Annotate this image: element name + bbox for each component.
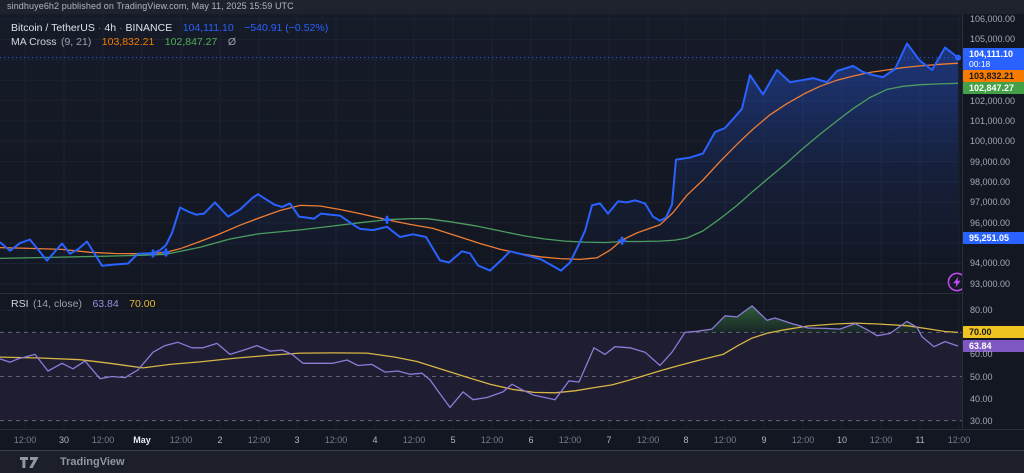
rsi-ma-value: 70.00 xyxy=(129,298,156,310)
price-axis-label: 93,000.00 xyxy=(970,279,1011,289)
time-axis-label: 12:00 xyxy=(169,435,193,445)
secondary-price-badge: 95,251.05 xyxy=(963,232,1024,244)
ma-cross-marker[interactable] xyxy=(149,249,157,258)
tradingview-logo[interactable] xyxy=(19,455,47,470)
time-axis-label: 12:00 xyxy=(791,435,815,445)
time-axis-label: 8 xyxy=(683,435,689,445)
time-axis-label: 12:00 xyxy=(558,435,582,445)
price-axis-label: 98,000.00 xyxy=(970,177,1011,187)
chart-plot-area[interactable]: Bitcoin / TetherUS · 4h · BINANCE 104,111.10… xyxy=(0,14,967,429)
interval-label[interactable]: 4h xyxy=(104,22,117,34)
time-axis-label: 5 xyxy=(450,435,456,445)
rsi-axis-label: 30.00 xyxy=(970,416,993,426)
attribution-bar: sindhuye6h2 published on TradingView.com… xyxy=(0,0,1024,15)
time-axis[interactable]: 12:00 30 12:00 May 12:00 2 12:00 3 12:00 4 12:00 5 1… xyxy=(0,429,1024,451)
footer-bar: TradingView xyxy=(0,450,1024,473)
indicator-params: (9, 21) xyxy=(60,36,92,48)
ma-fast-line[interactable] xyxy=(0,62,959,261)
price-axis-label: 106,000.00 xyxy=(970,14,1016,24)
time-axis-label: 6 xyxy=(528,435,534,445)
indicator-name[interactable]: MA Cross xyxy=(11,36,57,48)
tradingview-logo-mark xyxy=(20,457,39,468)
time-axis-label: 30 xyxy=(58,435,70,445)
ma-slow-badge: 102,847.27 xyxy=(963,82,1024,94)
ma-cross-marker[interactable] xyxy=(618,236,626,245)
pane-divider[interactable] xyxy=(0,293,962,294)
time-axis-label: 4 xyxy=(372,435,378,445)
price-pane-canvas[interactable] xyxy=(0,14,962,293)
legend-separator: · xyxy=(119,22,123,34)
time-axis-label: 12:00 xyxy=(247,435,271,445)
bar-countdown: 00:18 xyxy=(969,59,991,69)
ma-cross-marker[interactable] xyxy=(383,215,391,224)
time-axis-label: 2 xyxy=(217,435,223,445)
last-price-badge-value: 104,111.10 xyxy=(969,49,1014,59)
price-axis[interactable]: 104,111.10 00:18 103,832.21 102,847.27 9… xyxy=(962,14,1024,429)
time-axis-label: 9 xyxy=(761,435,767,445)
last-price-value: 104,111.10 xyxy=(182,22,234,34)
time-axis-label: 10 xyxy=(836,435,848,445)
time-axis-label: 3 xyxy=(294,435,300,445)
time-axis-label: 12:00 xyxy=(480,435,504,445)
tradingview-wordmark[interactable]: TradingView xyxy=(60,456,125,468)
time-axis-label: 11 xyxy=(915,435,925,445)
symbol-legend-row[interactable]: Bitcoin / TetherUS · 4h · BINANCE 104,111.10… xyxy=(11,20,328,34)
time-axis-label: 12:00 xyxy=(713,435,737,445)
ma-slow-value: 102,847.27 xyxy=(164,36,218,48)
legend-separator: · xyxy=(97,22,102,34)
time-axis-label: 12:00 xyxy=(869,435,893,445)
price-axis-label: 105,000.00 xyxy=(970,34,1016,44)
rsi-value-badge: 63.84 xyxy=(963,340,1024,352)
rsi-ma-badge: 70.00 xyxy=(963,326,1024,338)
ma-slow-line[interactable] xyxy=(0,82,959,260)
main-legend: Bitcoin / TetherUS · 4h · BINANCE 104,111.10… xyxy=(11,20,328,48)
time-axis-label: 12:00 xyxy=(947,435,971,445)
time-axis-label: 12:00 xyxy=(91,435,115,445)
rsi-axis-label: 40.00 xyxy=(970,394,993,404)
time-axis-label: 12:00 xyxy=(402,435,426,445)
time-axis-label: 12:00 xyxy=(324,435,348,445)
time-axis-label: 12:00 xyxy=(636,435,660,445)
price-axis-label: 100,000.00 xyxy=(970,136,1016,146)
rsi-pane-canvas[interactable] xyxy=(0,294,962,429)
indicator-status-icon[interactable]: Ø xyxy=(227,36,236,48)
last-price-dot xyxy=(955,54,961,61)
time-axis-label: 12:00 xyxy=(13,435,37,445)
rsi-axis-label: 60.00 xyxy=(970,349,993,359)
rsi-value: 63.84 xyxy=(92,298,119,310)
time-axis-label: May xyxy=(133,435,151,445)
rsi-legend[interactable]: RSI (14, close) 63.84 70.00 xyxy=(11,296,155,311)
rsi-name[interactable]: RSI xyxy=(11,298,29,310)
ma-cross-legend-row[interactable]: MA Cross (9, 21) 103,832.21 102,847.27 Ø xyxy=(11,34,328,48)
rsi-params: (14, close) xyxy=(32,298,82,310)
price-line[interactable] xyxy=(0,42,959,272)
rsi-axis-label: 80.00 xyxy=(970,305,993,315)
ma-fast-value: 103,832.21 xyxy=(101,36,155,48)
price-axis-label: 94,000.00 xyxy=(970,258,1011,268)
price-axis-label: 99,000.00 xyxy=(970,157,1011,167)
rsi-ma-line[interactable] xyxy=(0,322,959,394)
price-axis-label: 97,000.00 xyxy=(970,197,1011,207)
price-axis-label: 96,000.00 xyxy=(970,218,1011,228)
ma-fast-badge: 103,832.21 xyxy=(963,70,1024,82)
rsi-line[interactable] xyxy=(0,305,959,409)
time-axis-label: 7 xyxy=(606,435,612,445)
price-area-fill xyxy=(0,43,958,293)
last-price-badge: 104,111.10 00:18 xyxy=(963,48,1024,70)
ma-cross-marker[interactable] xyxy=(162,248,170,257)
symbol-title[interactable]: Bitcoin / TetherUS xyxy=(11,22,95,34)
price-change-value: −540.91 (−0.52%) xyxy=(244,22,329,34)
price-axis-label: 102,000.00 xyxy=(970,96,1016,106)
exchange-label: BINANCE xyxy=(125,22,173,34)
price-axis-label: 101,000.00 xyxy=(970,116,1016,126)
rsi-axis-label: 50.00 xyxy=(970,372,993,382)
attribution-text: sindhuye6h2 published on TradingView.com… xyxy=(7,1,294,11)
